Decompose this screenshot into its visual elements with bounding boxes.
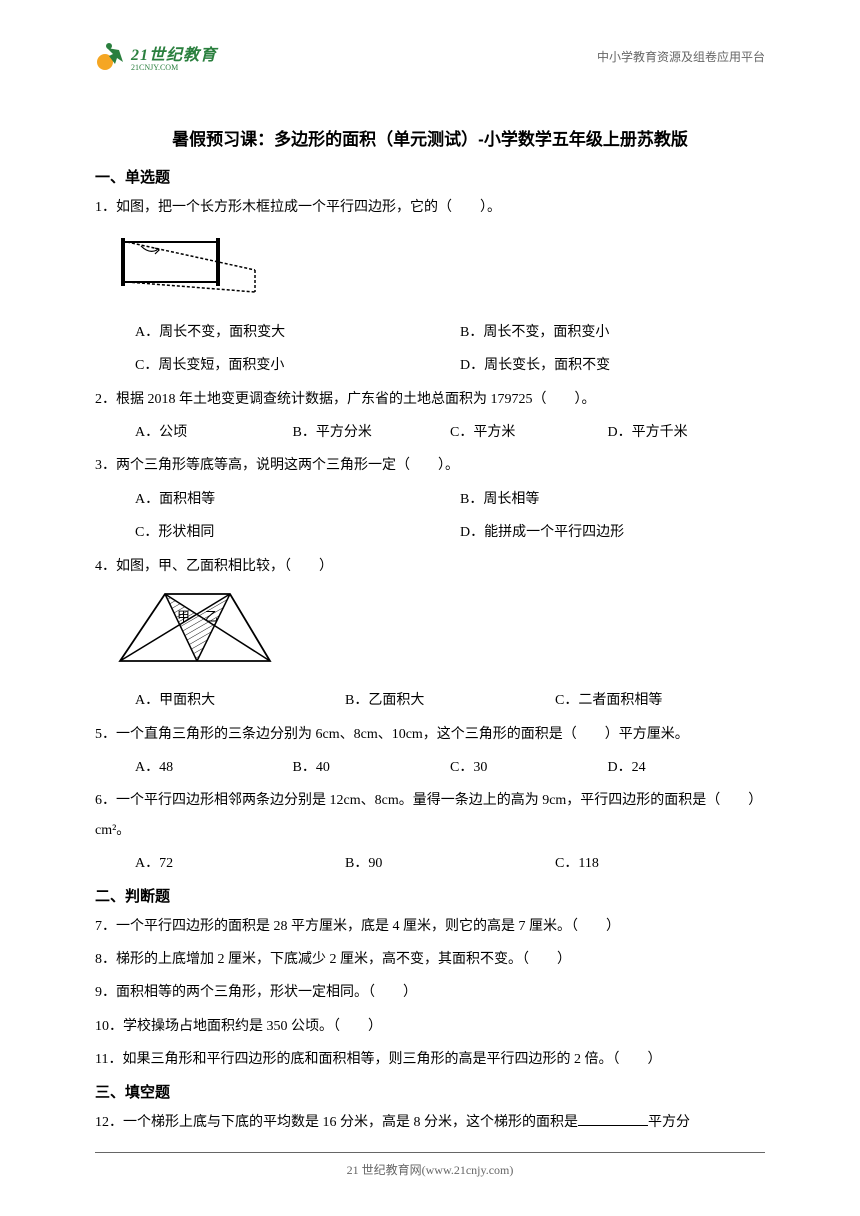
q3-text: 3．两个三角形等底等高，说明这两个三角形一定（ ）。	[95, 451, 765, 480]
q4-text: 4．如图，甲、乙面积相比较，（ ）	[95, 552, 765, 581]
q2-option-b: B．平方分米	[293, 418, 451, 447]
page-footer: 21 世纪教育网(www.21cnjy.com)	[95, 1152, 765, 1178]
page-header: 21世纪教育 21CNJY.COM 中小学教育资源及组卷应用平台	[95, 40, 765, 72]
q5-option-d: D．24	[608, 753, 766, 782]
question-6: 6．一个平行四边形相邻两条边分别是 12cm、8cm。量得一条边上的高为 9cm…	[95, 786, 765, 878]
q4-option-a: A．甲面积大	[135, 686, 345, 715]
q12-post: 平方分	[648, 1115, 690, 1130]
q12-pre: 12．一个梯形上底与下底的平均数是 16 分米，高是 8 分米，这个梯形的面积是	[95, 1115, 578, 1130]
q6-option-c: C．118	[555, 849, 765, 878]
q1-option-d: D．周长变长，面积不变	[460, 351, 765, 380]
q2-option-c: C．平方米	[450, 418, 608, 447]
question-2: 2．根据 2018 年土地变更调查统计数据，广东省的土地总面积为 179725（…	[95, 385, 765, 448]
question-10: 10．学校操场占地面积约是 350 公顷。（ ）	[95, 1012, 765, 1041]
question-11: 11．如果三角形和平行四边形的底和面积相等，则三角形的高是平行四边形的 2 倍。…	[95, 1045, 765, 1074]
q2-text: 2．根据 2018 年土地变更调查统计数据，广东省的土地总面积为 179725（…	[95, 385, 765, 414]
question-5: 5．一个直角三角形的三条边分别为 6cm、8cm、10cm，这个三角形的面积是（…	[95, 720, 765, 783]
q5-option-a: A．48	[135, 753, 293, 782]
q4-options: A．甲面积大 B．乙面积大 C．二者面积相等	[95, 686, 765, 715]
section-1-header: 一、单选题	[95, 166, 765, 187]
q6-text: 6．一个平行四边形相邻两条边分别是 12cm、8cm。量得一条边上的高为 9cm…	[95, 786, 765, 845]
q1-text: 1．如图，把一个长方形木框拉成一个平行四边形，它的（ ）。	[95, 193, 765, 222]
q6-option-b: B．90	[345, 849, 555, 878]
q12-blank[interactable]	[578, 1108, 648, 1126]
q4-option-b: B．乙面积大	[345, 686, 555, 715]
q3-option-a: A．面积相等	[135, 485, 440, 514]
section-3-header: 三、填空题	[95, 1081, 765, 1102]
q5-option-b: B．40	[293, 753, 451, 782]
q6-options: A．72 B．90 C．118	[95, 849, 765, 878]
logo-icon	[95, 40, 127, 72]
q1-option-b: B．周长不变，面积变小	[460, 318, 765, 347]
footer-text: 21 世纪教育网(www.21cnjy.com)	[347, 1163, 514, 1177]
question-1: 1．如图，把一个长方形木框拉成一个平行四边形，它的（ ）。 A．周长不变，面积变…	[95, 193, 765, 381]
header-right-text: 中小学教育资源及组卷应用平台	[597, 48, 765, 65]
q4-label-b: 乙	[205, 609, 218, 624]
page-title: 暑假预习课：多边形的面积（单元测试）-小学数学五年级上册苏教版	[95, 125, 765, 150]
q1-option-c: C．周长变短，面积变小	[135, 351, 440, 380]
content-area: 暑假预习课：多边形的面积（单元测试）-小学数学五年级上册苏教版 一、单选题 1．…	[95, 125, 765, 1141]
question-4: 4．如图，甲、乙面积相比较，（ ） 甲 乙 A．甲面积大	[95, 552, 765, 716]
question-8: 8．梯形的上底增加 2 厘米，下底减少 2 厘米，高不变，其面积不变。（ ）	[95, 945, 765, 974]
q3-option-b: B．周长相等	[460, 485, 765, 514]
q4-figure: 甲 乙	[115, 589, 765, 678]
q2-option-a: A．公顷	[135, 418, 293, 447]
q3-options: A．面积相等 B．周长相等 C．形状相同 D．能拼成一个平行四边形	[95, 485, 765, 548]
q1-figure	[115, 230, 765, 309]
question-7: 7．一个平行四边形的面积是 28 平方厘米，底是 4 厘米，则它的高是 7 厘米…	[95, 912, 765, 941]
question-12: 12．一个梯形上底与下底的平均数是 16 分米，高是 8 分米，这个梯形的面积是…	[95, 1108, 765, 1137]
question-3: 3．两个三角形等底等高，说明这两个三角形一定（ ）。 A．面积相等 B．周长相等…	[95, 451, 765, 547]
logo: 21世纪教育 21CNJY.COM	[95, 40, 217, 72]
q1-options: A．周长不变，面积变大 B．周长不变，面积变小 C．周长变短，面积变小 D．周长…	[95, 318, 765, 381]
q5-text: 5．一个直角三角形的三条边分别为 6cm、8cm、10cm，这个三角形的面积是（…	[95, 720, 765, 749]
q4-label-a: 甲	[177, 609, 190, 624]
question-9: 9．面积相等的两个三角形，形状一定相同。（ ）	[95, 978, 765, 1007]
q1-option-a: A．周长不变，面积变大	[135, 318, 440, 347]
logo-text-main: 21世纪教育	[131, 41, 217, 65]
q4-option-c: C．二者面积相等	[555, 686, 765, 715]
q6-option-a: A．72	[135, 849, 345, 878]
q5-options: A．48 B．40 C．30 D．24	[95, 753, 765, 782]
q2-options: A．公顷 B．平方分米 C．平方米 D．平方千米	[95, 418, 765, 447]
q3-option-c: C．形状相同	[135, 518, 440, 547]
q2-option-d: D．平方千米	[608, 418, 766, 447]
section-2-header: 二、判断题	[95, 885, 765, 906]
q5-option-c: C．30	[450, 753, 608, 782]
q3-option-d: D．能拼成一个平行四边形	[460, 518, 765, 547]
